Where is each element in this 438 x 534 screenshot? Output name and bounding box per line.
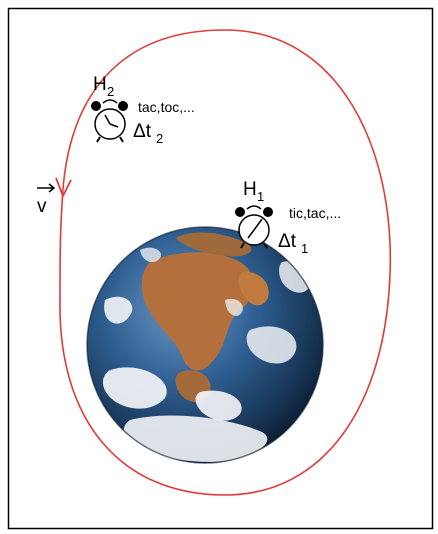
earth-globe bbox=[86, 226, 324, 464]
alarm-clock-icon bbox=[235, 205, 273, 249]
clock-h1: H 1 tic,tac,... Δt 1 bbox=[235, 179, 341, 256]
land-arabia bbox=[238, 271, 269, 306]
clock-h1-delta-symbol: Δt bbox=[278, 231, 297, 252]
vector-arrow-icon bbox=[37, 183, 56, 193]
land-europe bbox=[175, 232, 252, 257]
clock-h2: H 2 tac,toc,... Δt 2 bbox=[91, 74, 195, 146]
clock-h1-index: 1 bbox=[257, 189, 264, 204]
orbit-direction-arrow bbox=[55, 177, 72, 197]
clock-h1-sound: tic,tac,... bbox=[289, 205, 341, 221]
clock-h2-delta-symbol: Δt bbox=[133, 121, 152, 142]
velocity-label: v bbox=[37, 183, 56, 217]
clock-h2-name: H bbox=[93, 74, 107, 95]
clock-h2-index: 2 bbox=[107, 84, 114, 99]
velocity-symbol: v bbox=[37, 196, 47, 217]
clock-h1-delta-index: 1 bbox=[301, 241, 308, 256]
clock-h2-delta-index: 2 bbox=[156, 131, 163, 146]
alarm-clock-icon bbox=[91, 99, 128, 143]
diagram-frame bbox=[7, 7, 434, 530]
land-africa bbox=[141, 252, 254, 371]
clock-h1-name: H bbox=[243, 179, 257, 200]
clock-h2-sound: tac,toc,... bbox=[138, 99, 195, 115]
orbit-path bbox=[55, 29, 392, 496]
